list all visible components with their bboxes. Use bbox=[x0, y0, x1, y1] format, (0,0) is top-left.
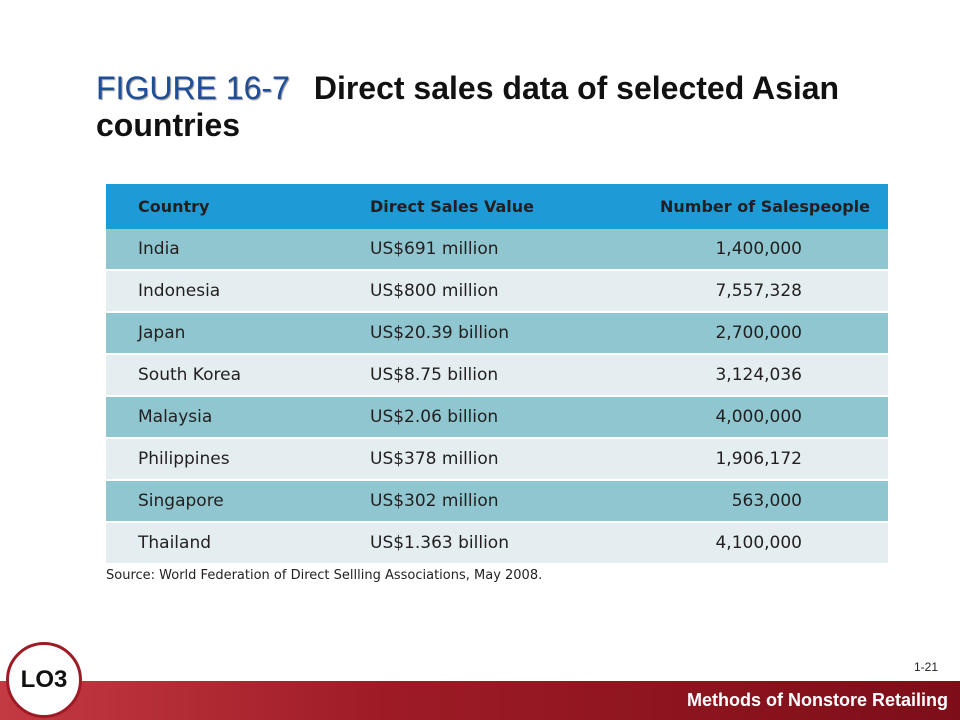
cell-salespeople: 1,906,172 bbox=[620, 438, 888, 481]
table-row: Indonesia US$800 million 7,557,328 bbox=[106, 270, 888, 313]
cell-sales-value: US$1.363 billion bbox=[356, 522, 620, 565]
cell-salespeople: 563,000 bbox=[620, 480, 888, 523]
table-header-row: Country Direct Sales Value Number of Sal… bbox=[106, 184, 888, 229]
table-row: Thailand US$1.363 billion 4,100,000 bbox=[106, 522, 888, 565]
cell-country: Singapore bbox=[106, 480, 356, 523]
cell-country: South Korea bbox=[106, 354, 356, 397]
cell-country: Philippines bbox=[106, 438, 356, 481]
cell-country: India bbox=[106, 229, 356, 271]
badge-label: LO3 bbox=[20, 666, 68, 693]
cell-salespeople: 7,557,328 bbox=[620, 270, 888, 313]
footer-bar: Methods of Nonstore Retailing bbox=[0, 681, 960, 720]
header-direct-sales-value: Direct Sales Value bbox=[370, 197, 534, 216]
cell-sales-value: US$20.39 billion bbox=[356, 312, 620, 355]
slide-title: FIGURE 16-7 Direct sales data of selected… bbox=[96, 70, 896, 144]
cell-sales-value: US$378 million bbox=[356, 438, 620, 481]
cell-salespeople: 4,000,000 bbox=[620, 396, 888, 439]
cell-salespeople: 3,124,036 bbox=[620, 354, 888, 397]
header-number-of-salespeople: Number of Salespeople bbox=[659, 197, 870, 216]
page-number: 1-21 bbox=[913, 660, 938, 674]
table-row: Philippines US$378 million 1,906,172 bbox=[106, 438, 888, 481]
cell-sales-value: US$800 million bbox=[356, 270, 620, 313]
cell-sales-value: US$8.75 billion bbox=[356, 354, 620, 397]
table-row: India US$691 million 1,400,000 bbox=[106, 229, 888, 271]
header-country: Country bbox=[138, 197, 210, 216]
cell-salespeople: 1,400,000 bbox=[620, 229, 888, 271]
table-row: Japan US$20.39 billion 2,700,000 bbox=[106, 312, 888, 355]
cell-salespeople: 4,100,000 bbox=[620, 522, 888, 565]
cell-country: Japan bbox=[106, 312, 356, 355]
footer-section-label: Methods of Nonstore Retailing bbox=[687, 690, 948, 710]
sales-table: Country Direct Sales Value Number of Sal… bbox=[106, 184, 888, 565]
cell-salespeople: 2,700,000 bbox=[620, 312, 888, 355]
figure-title-text: Direct sales data of selected Asian coun… bbox=[96, 70, 840, 143]
cell-country: Thailand bbox=[106, 522, 356, 565]
table-row: Singapore US$302 million 563,000 bbox=[106, 480, 888, 523]
cell-sales-value: US$691 million bbox=[356, 229, 620, 271]
cell-sales-value: US$2.06 billion bbox=[356, 396, 620, 439]
cell-country: Malaysia bbox=[106, 396, 356, 439]
table-row: Malaysia US$2.06 billion 4,000,000 bbox=[106, 396, 888, 439]
figure-label: FIGURE 16-7 bbox=[96, 70, 290, 106]
cell-sales-value: US$302 million bbox=[356, 480, 620, 523]
learning-objective-badge: LO3 bbox=[6, 642, 82, 718]
source-note: Source: World Federation of Direct Selll… bbox=[106, 568, 543, 583]
cell-country: Indonesia bbox=[106, 270, 356, 313]
table-row: South Korea US$8.75 billion 3,124,036 bbox=[106, 354, 888, 397]
